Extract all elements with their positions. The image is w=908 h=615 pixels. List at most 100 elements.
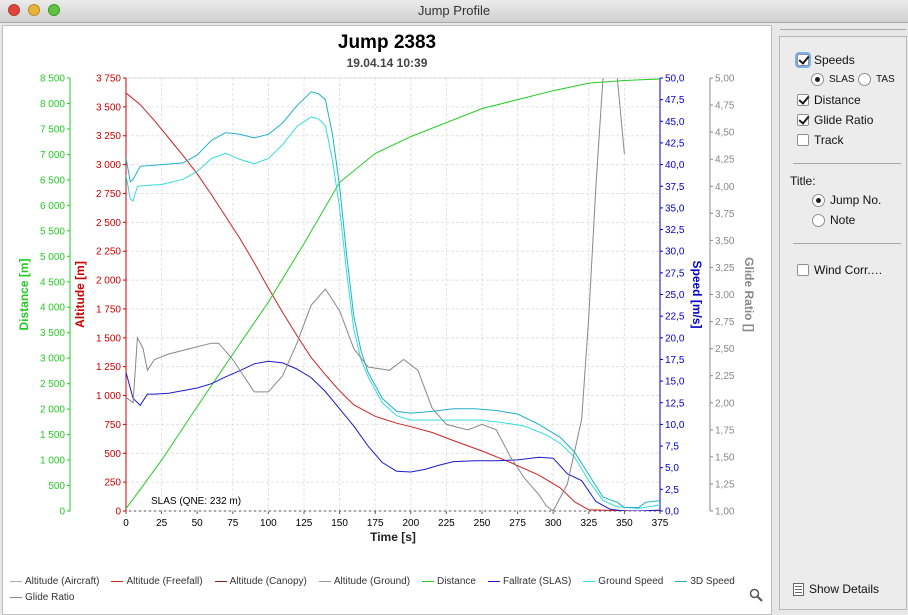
x-tick-label: 25: [156, 518, 168, 529]
altitude-tick-label: 1 000: [96, 391, 121, 402]
slas-radio[interactable]: [811, 73, 824, 86]
speed-tick-label: 27,5: [665, 268, 685, 279]
options-sidebar: Speeds SLAS TAS Distance Glide Ratio Tra…: [779, 29, 907, 610]
glide-tick-label: 1,75: [715, 425, 735, 436]
series-line-glide-ratio: [126, 78, 625, 511]
glide-ratio-checkbox[interactable]: [797, 114, 809, 126]
speed-tick-label: 42,5: [665, 138, 685, 149]
glide-axis-label: Glide Ratio []: [742, 257, 756, 332]
distance-tick-label: 3 000: [40, 354, 65, 365]
track-checkbox[interactable]: [797, 134, 809, 146]
track-option[interactable]: Track: [797, 133, 844, 147]
glide-tick-label: 4,50: [715, 128, 735, 139]
distance-tick-label: 8 500: [40, 74, 65, 85]
glide-tick-label: 3,25: [715, 263, 735, 274]
legend-item: Distance: [422, 574, 476, 590]
tas-option[interactable]: TAS: [858, 73, 895, 86]
tas-radio[interactable]: [858, 73, 871, 86]
speed-tick-label: 0,0: [665, 507, 679, 518]
note-label: Note: [830, 213, 856, 227]
legend-item: 3D Speed: [675, 574, 735, 590]
altitude-tick-label: 3 000: [96, 160, 121, 171]
legend-item: Altitude (Aircraft): [10, 574, 99, 590]
speed-tick-label: 15,0: [665, 377, 685, 388]
distance-tick-label: 7 000: [40, 150, 65, 161]
altitude-tick-label: 0: [115, 507, 121, 518]
legend-item: Altitude (Freefall): [111, 574, 203, 590]
glide-tick-label: 2,50: [715, 344, 735, 355]
speed-tick-label: 47,5: [665, 95, 685, 106]
title-group-label: Title:: [790, 174, 816, 188]
speeds-checkbox[interactable]: [797, 54, 809, 66]
series-line-ground-speed: [126, 116, 660, 509]
legend-swatch: [422, 580, 435, 582]
distance-checkbox[interactable]: [797, 94, 809, 106]
glide-ratio-option[interactable]: Glide Ratio: [797, 113, 873, 127]
legend-label: Altitude (Canopy): [229, 576, 307, 587]
glide-tick-label: 5,00: [715, 74, 735, 85]
x-tick-label: 325: [580, 518, 597, 529]
x-tick-label: 200: [402, 518, 419, 529]
legend-label: Altitude (Aircraft): [25, 576, 100, 587]
altitude-tick-label: 1 250: [96, 362, 121, 373]
series-line-altitude-freefall: [126, 92, 660, 511]
legend-swatch: [318, 580, 331, 582]
wind-corr-checkbox[interactable]: [797, 264, 809, 276]
distance-tick-label: 1 500: [40, 430, 65, 441]
altitude-tick-label: 2 250: [96, 247, 121, 258]
speeds-option[interactable]: Speeds: [797, 53, 855, 67]
glide-tick-label: 3,75: [715, 209, 735, 220]
jump-no-radio[interactable]: [812, 193, 825, 207]
show-details-button[interactable]: Show Details: [793, 582, 879, 596]
legend-swatch: [10, 596, 22, 598]
altitude-tick-label: 1 750: [96, 304, 121, 315]
glide-tick-label: 3,00: [715, 290, 735, 301]
jump-no-option[interactable]: Jump No.: [812, 193, 881, 207]
glide-tick-label: 1,50: [715, 452, 735, 463]
zoom-icon[interactable]: [749, 588, 763, 602]
zoom-window-button[interactable]: [48, 4, 60, 16]
wind-corr-option[interactable]: Wind Corr.…: [797, 263, 883, 277]
legend-swatch: [675, 580, 688, 582]
speed-tick-label: 12,5: [665, 398, 685, 409]
close-window-button[interactable]: [8, 4, 20, 16]
legend-swatch: [111, 580, 124, 582]
note-radio[interactable]: [812, 213, 825, 227]
slas-option[interactable]: SLAS: [811, 73, 855, 86]
distance-option[interactable]: Distance: [797, 93, 861, 107]
series-line-distance: [126, 78, 660, 509]
distance-tick-label: 5 500: [40, 226, 65, 237]
x-tick-label: 0: [123, 518, 129, 529]
speed-tick-label: 40,0: [665, 160, 685, 171]
legend-label: Ground Speed: [598, 576, 664, 587]
minimize-window-button[interactable]: [28, 4, 40, 16]
speed-tick-label: 32,5: [665, 225, 685, 236]
glide-tick-label: 2,75: [715, 317, 735, 328]
legend-label: Glide Ratio: [25, 592, 75, 603]
glide-tick-label: 4,00: [715, 182, 735, 193]
separator: [793, 243, 901, 244]
chart-legend: Altitude (Aircraft) Altitude (Freefall) Al…: [10, 574, 750, 606]
altitude-tick-label: 2 750: [96, 189, 121, 200]
x-tick-label: 125: [296, 518, 313, 529]
legend-label: Fallrate (SLAS): [502, 576, 572, 587]
distance-tick-label: 2 000: [40, 405, 65, 416]
qne-annotation: SLAS (QNE: 232 m): [151, 496, 241, 507]
series-line-fallrate-slas: [126, 360, 660, 511]
glide-tick-label: 4,75: [715, 101, 735, 112]
x-tick-label: 300: [545, 518, 562, 529]
distance-label: Distance: [814, 93, 861, 107]
speed-tick-label: 22,5: [665, 312, 685, 323]
speed-tick-label: 25,0: [665, 290, 685, 301]
speed-axis-label: Speed [m/s]: [690, 260, 704, 328]
legend-swatch: [214, 580, 227, 582]
plot-area: [125, 77, 661, 512]
legend-swatch: [10, 580, 22, 582]
note-option[interactable]: Note: [812, 213, 855, 227]
window-title: Jump Profile: [417, 3, 491, 18]
show-details-label: Show Details: [809, 582, 880, 596]
legend-item: Altitude (Canopy): [214, 574, 307, 590]
distance-tick-label: 6 500: [40, 175, 65, 186]
legend-swatch: [583, 580, 596, 582]
x-tick-label: 150: [331, 518, 348, 529]
